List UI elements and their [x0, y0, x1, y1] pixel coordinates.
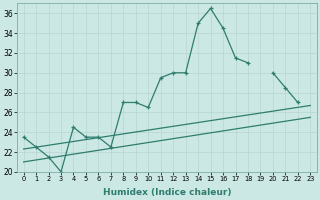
X-axis label: Humidex (Indice chaleur): Humidex (Indice chaleur) — [103, 188, 231, 197]
